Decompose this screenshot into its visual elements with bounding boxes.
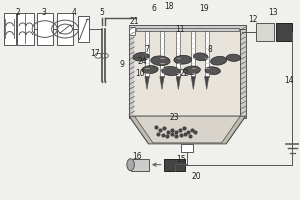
Polygon shape [134, 116, 240, 143]
Text: 21: 21 [130, 17, 139, 26]
Text: 2: 2 [15, 8, 20, 17]
Bar [129, 116, 246, 118]
Text: 4: 4 [71, 8, 76, 17]
Point [165, 135, 170, 138]
Text: 6: 6 [151, 4, 156, 13]
Circle shape [95, 53, 102, 58]
Text: 23: 23 [170, 113, 179, 122]
Text: 10: 10 [135, 69, 144, 78]
Text: 5: 5 [100, 8, 105, 17]
Point [187, 134, 192, 138]
Bar [130, 159, 148, 171]
Point [189, 128, 194, 131]
Text: 20: 20 [191, 172, 201, 181]
Ellipse shape [133, 53, 149, 61]
Polygon shape [145, 77, 149, 89]
Bar [145, 31, 149, 77]
Text: 7: 7 [145, 45, 149, 54]
Ellipse shape [162, 67, 180, 76]
Point [181, 126, 186, 130]
Ellipse shape [174, 55, 192, 64]
Text: 13: 13 [268, 8, 278, 17]
Point [174, 131, 178, 134]
Point [178, 133, 183, 137]
Ellipse shape [142, 66, 158, 74]
Bar [129, 25, 134, 116]
Point [193, 131, 198, 134]
Bar [4, 13, 16, 45]
Text: 12: 12 [248, 15, 258, 24]
Bar [160, 31, 164, 77]
Bar [276, 23, 292, 41]
Point [185, 130, 190, 133]
Polygon shape [205, 77, 209, 89]
Point [162, 127, 167, 130]
Bar [37, 13, 53, 45]
Bar [182, 144, 193, 152]
Text: 24: 24 [137, 57, 147, 66]
Polygon shape [176, 77, 181, 89]
Text: 18: 18 [165, 2, 174, 11]
Bar [205, 31, 209, 77]
Text: 15: 15 [176, 155, 186, 164]
Point [174, 135, 179, 138]
Bar [256, 23, 274, 41]
Polygon shape [191, 77, 195, 89]
Text: 19: 19 [199, 4, 208, 13]
Bar [136, 28, 239, 31]
Ellipse shape [226, 54, 241, 61]
Text: 9: 9 [119, 60, 124, 69]
Point [160, 133, 165, 137]
Text: 22: 22 [180, 69, 189, 78]
Ellipse shape [151, 56, 170, 66]
Polygon shape [129, 116, 246, 144]
Point [178, 129, 182, 132]
Point [154, 125, 158, 129]
Bar [78, 16, 89, 42]
Ellipse shape [183, 66, 200, 74]
Bar [134, 29, 240, 116]
Ellipse shape [194, 53, 208, 61]
Text: 14: 14 [284, 76, 294, 85]
Point [170, 128, 175, 131]
Text: 17: 17 [90, 49, 100, 58]
Text: 16: 16 [132, 152, 141, 161]
Bar [176, 31, 181, 77]
Point [183, 132, 188, 135]
Ellipse shape [211, 56, 227, 65]
Bar [129, 25, 246, 29]
Text: 11: 11 [175, 25, 184, 34]
Bar [164, 159, 185, 171]
Text: 8: 8 [207, 45, 212, 54]
Ellipse shape [127, 159, 134, 171]
Bar [240, 25, 246, 116]
Polygon shape [160, 77, 164, 89]
Bar [57, 13, 73, 45]
Bar [129, 27, 135, 35]
Circle shape [101, 53, 108, 58]
Point [156, 132, 161, 135]
Text: 3: 3 [42, 8, 46, 17]
Point [158, 129, 163, 132]
Point [166, 130, 171, 133]
Bar [191, 31, 195, 77]
Point [169, 133, 174, 136]
Bar [17, 13, 34, 45]
Ellipse shape [205, 67, 220, 74]
